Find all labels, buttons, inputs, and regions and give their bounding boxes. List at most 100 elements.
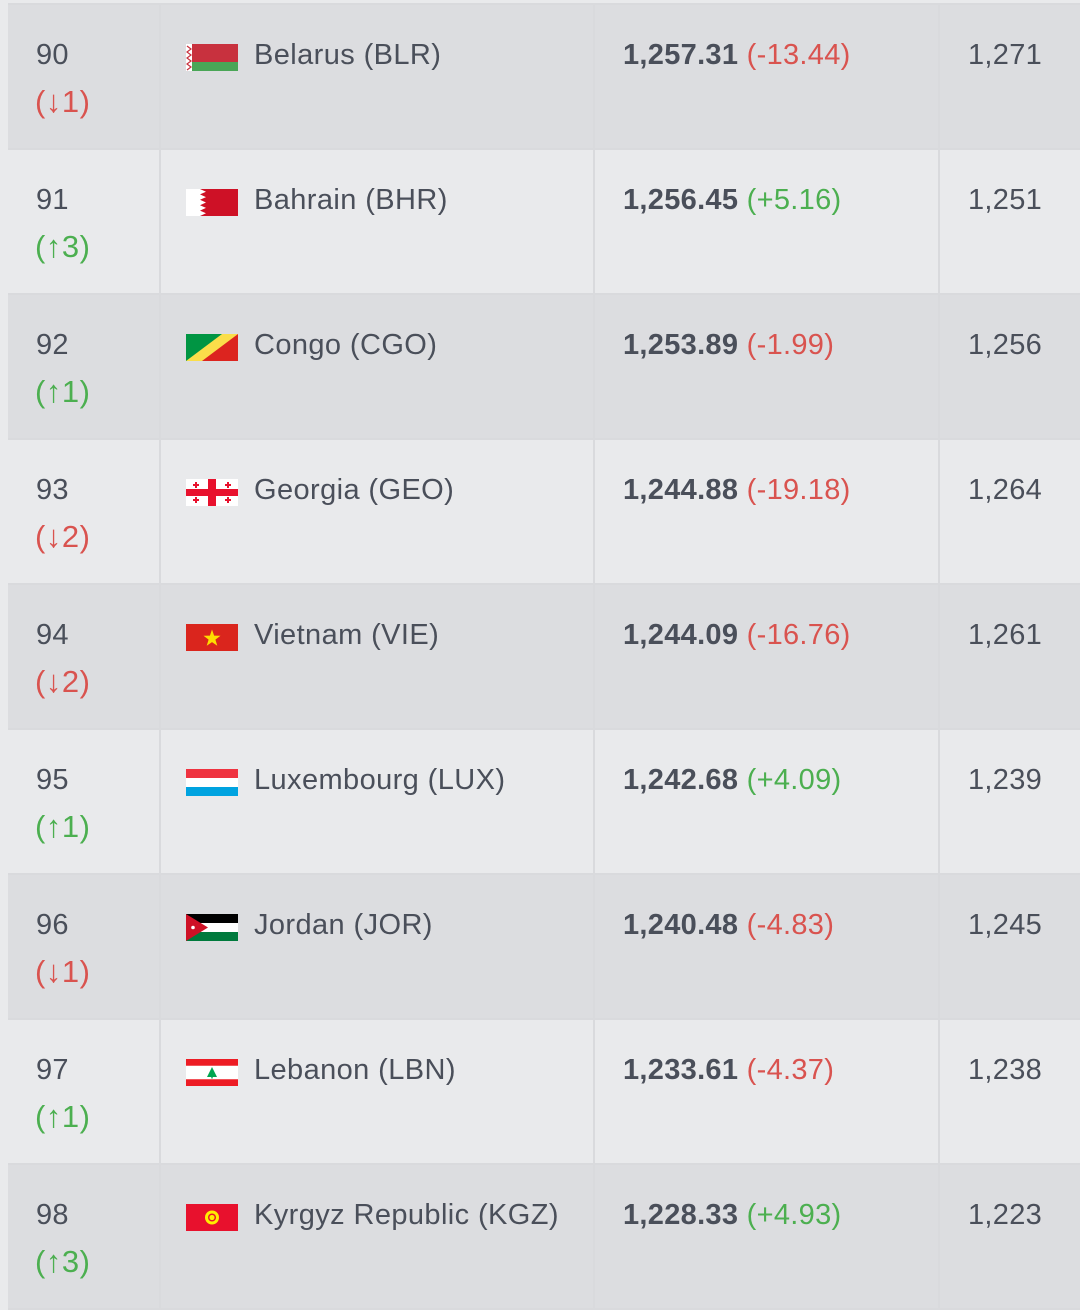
points-change: (-19.18) (746, 474, 851, 506)
table-row[interactable]: 94 (↓2) Vietnam (VIE) 1,244.09 (-16.76) … (8, 585, 1080, 730)
points-cell: 1,240.48 (-4.83) (595, 875, 940, 1018)
team-name[interactable]: Georgia (GEO) (254, 474, 455, 506)
rank-number: 91 (36, 184, 69, 216)
rank-cell: 93 (↓2) (8, 440, 161, 583)
rank-cell: 91 (↑3) (8, 150, 161, 293)
table-row[interactable]: 93 (↓2) Georgia (GEO) 1,244.88 (-19. (8, 440, 1080, 585)
rank-cell: 96 (↓1) (8, 875, 161, 1018)
total-points: 1,257.31 (623, 39, 739, 71)
team-cell: Luxembourg (LUX) (161, 730, 595, 873)
rank-cell: 98 (↑3) (8, 1165, 161, 1308)
table-row[interactable]: 98 (↑3) Kyrgyz Republic (KGZ) 1,228.33 (… (8, 1165, 1080, 1310)
table-row[interactable]: 92 (↑1) Congo (CGO) 1,253.89 (-1.99) 1,2… (8, 295, 1080, 440)
previous-points: 1,238 (968, 1054, 1043, 1086)
rank-movement: (↑3) (35, 229, 91, 264)
points-change: (-16.76) (746, 619, 851, 651)
points-cell: 1,233.61 (-4.37) (595, 1020, 940, 1163)
previous-points: 1,256 (968, 329, 1043, 361)
total-points: 1,244.88 (623, 474, 739, 506)
team-name[interactable]: Lebanon (LBN) (254, 1054, 456, 1086)
previous-points: 1,223 (968, 1199, 1043, 1231)
points-cell: 1,242.68 (+4.09) (595, 730, 940, 873)
team-cell: Lebanon (LBN) (161, 1020, 595, 1163)
table-row[interactable]: 90 (↓1) Belarus (BLR) 1,257.31 (-13.44) … (8, 5, 1080, 150)
previous-points-cell: 1,271 (940, 5, 1080, 148)
team-cell: Vietnam (VIE) (161, 585, 595, 728)
team-cell: Belarus (BLR) (161, 5, 595, 148)
table-row[interactable]: 95 (↑1) Luxembourg (LUX) 1,242.68 (+4.09… (8, 730, 1080, 875)
flag-kyrgyz-icon (186, 1204, 238, 1231)
rank-cell: 97 (↑1) (8, 1020, 161, 1163)
rank-number: 93 (36, 474, 69, 506)
previous-points-cell: 1,245 (940, 875, 1080, 1018)
previous-points: 1,264 (968, 474, 1043, 506)
rank-cell: 94 (↓2) (8, 585, 161, 728)
flag-luxembourg-icon (186, 769, 238, 796)
previous-points-cell: 1,239 (940, 730, 1080, 873)
flag-lebanon-icon (186, 1059, 238, 1086)
team-cell: Georgia (GEO) (161, 440, 595, 583)
points-cell: 1,244.88 (-19.18) (595, 440, 940, 583)
previous-points-cell: 1,251 (940, 150, 1080, 293)
previous-points-cell: 1,256 (940, 295, 1080, 438)
flag-jordan-icon (186, 914, 238, 941)
team-name[interactable]: Vietnam (VIE) (254, 619, 440, 651)
rank-number: 95 (36, 764, 69, 796)
points-change: (+4.09) (746, 764, 842, 796)
team-name[interactable]: Bahrain (BHR) (254, 184, 448, 216)
rank-movement: (↓1) (35, 954, 91, 989)
points-change: (+5.16) (746, 184, 842, 216)
total-points: 1,242.68 (623, 764, 739, 796)
team-name[interactable]: Kyrgyz Republic (KGZ) (254, 1199, 559, 1231)
rank-movement: (↑1) (35, 809, 91, 844)
rank-number: 92 (36, 329, 69, 361)
team-name[interactable]: Luxembourg (LUX) (254, 764, 506, 796)
flag-belarus-icon (186, 44, 238, 71)
points-change: (-1.99) (746, 329, 835, 361)
points-cell: 1,253.89 (-1.99) (595, 295, 940, 438)
points-change: (+4.93) (746, 1199, 842, 1231)
rank-number: 90 (36, 39, 69, 71)
total-points: 1,233.61 (623, 1054, 739, 1086)
team-name[interactable]: Jordan (JOR) (254, 909, 433, 941)
flag-bahrain-icon (186, 189, 238, 216)
table-row[interactable]: 97 (↑1) Lebanon (LBN) 1,233.61 (-4.37) 1… (8, 1020, 1080, 1165)
rank-movement: (↓1) (35, 84, 91, 119)
previous-points: 1,239 (968, 764, 1043, 796)
team-name[interactable]: Congo (CGO) (254, 329, 438, 361)
flag-congo-icon (186, 334, 238, 361)
previous-points: 1,245 (968, 909, 1043, 941)
rank-movement: (↓2) (35, 664, 91, 699)
rank-movement: (↑1) (35, 1099, 91, 1134)
rank-number: 96 (36, 909, 69, 941)
rank-cell: 90 (↓1) (8, 5, 161, 148)
rank-movement: (↓2) (35, 519, 91, 554)
points-change: (-4.83) (746, 909, 835, 941)
rank-movement: (↑1) (35, 374, 91, 409)
previous-points-cell: 1,261 (940, 585, 1080, 728)
rankings-table: 90 (↓1) Belarus (BLR) 1,257.31 (-13.44) … (8, 3, 1080, 1310)
rank-movement: (↑3) (35, 1244, 91, 1279)
flag-georgia-icon (186, 479, 238, 506)
team-cell: Kyrgyz Republic (KGZ) (161, 1165, 595, 1308)
previous-points-cell: 1,223 (940, 1165, 1080, 1308)
rank-number: 97 (36, 1054, 69, 1086)
total-points: 1,244.09 (623, 619, 739, 651)
team-cell: Jordan (JOR) (161, 875, 595, 1018)
total-points: 1,253.89 (623, 329, 739, 361)
total-points: 1,228.33 (623, 1199, 739, 1231)
rank-number: 94 (36, 619, 69, 651)
rank-cell: 95 (↑1) (8, 730, 161, 873)
flag-vietnam-icon (186, 624, 238, 651)
team-cell: Congo (CGO) (161, 295, 595, 438)
total-points: 1,256.45 (623, 184, 739, 216)
points-cell: 1,256.45 (+5.16) (595, 150, 940, 293)
team-name[interactable]: Belarus (BLR) (254, 39, 442, 71)
previous-points-cell: 1,238 (940, 1020, 1080, 1163)
points-cell: 1,228.33 (+4.93) (595, 1165, 940, 1308)
table-row[interactable]: 96 (↓1) Jordan (JOR) 1,240.48 (-4.83) (8, 875, 1080, 1020)
total-points: 1,240.48 (623, 909, 739, 941)
points-cell: 1,244.09 (-16.76) (595, 585, 940, 728)
points-cell: 1,257.31 (-13.44) (595, 5, 940, 148)
table-row[interactable]: 91 (↑3) Bahrain (BHR) 1,256.45 (+5.16) 1… (8, 150, 1080, 295)
